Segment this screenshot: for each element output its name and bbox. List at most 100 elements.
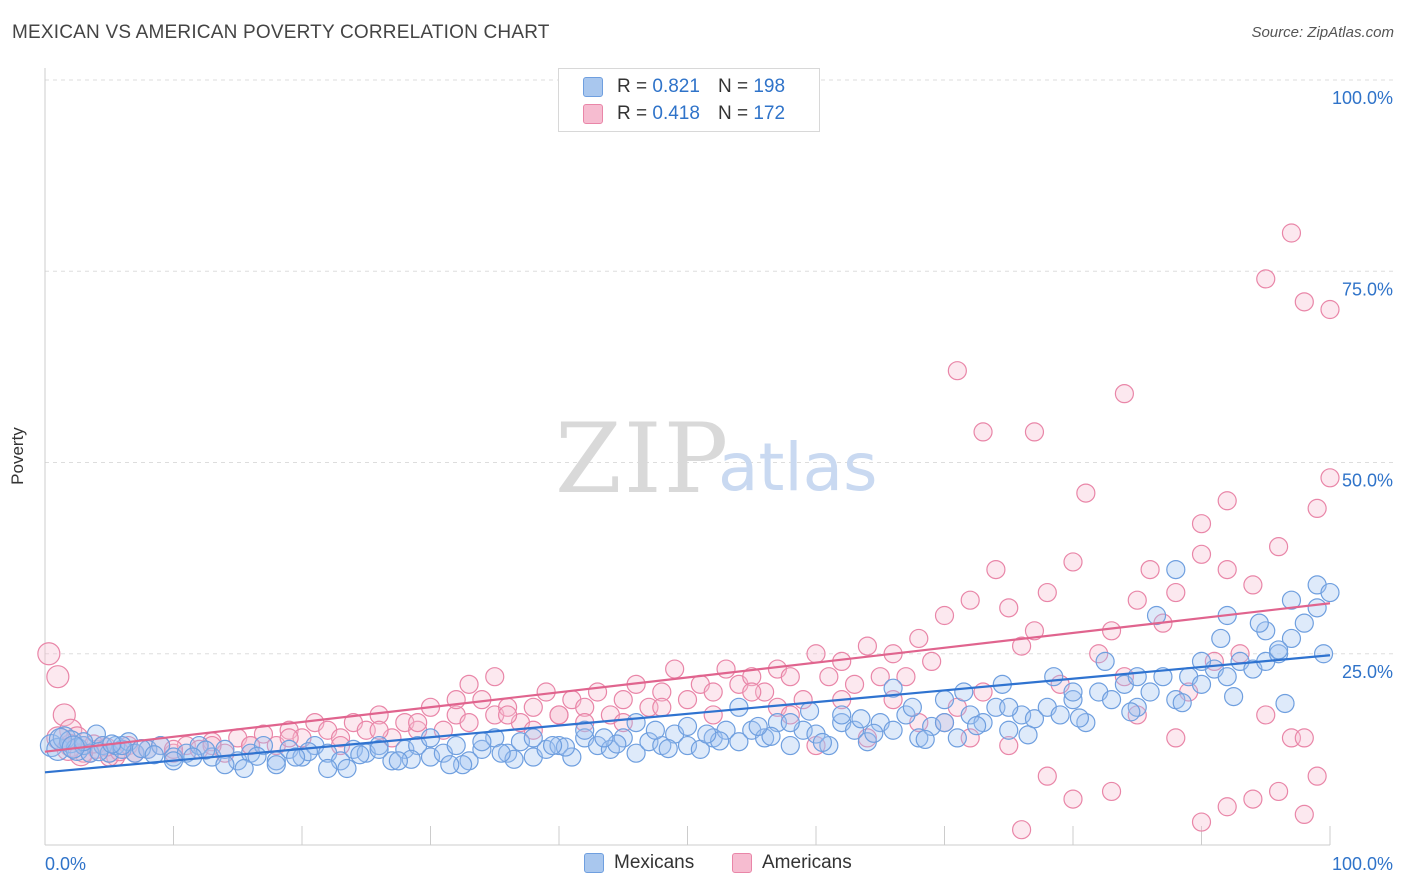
point-mexicans <box>1050 705 1070 725</box>
point-americans <box>369 720 389 740</box>
point-mexicans <box>1224 686 1244 707</box>
x-tick-label: 0.0% <box>45 854 86 874</box>
point-americans <box>523 720 543 740</box>
point-americans <box>1320 299 1340 320</box>
legend-n-value: 172 <box>753 103 786 124</box>
point-mexicans <box>1063 690 1083 710</box>
legend-n-label: N = <box>717 103 749 124</box>
legend-r-label: R = <box>617 103 648 124</box>
point-americans <box>1024 422 1045 442</box>
point-mexicans <box>1320 582 1340 603</box>
point-americans <box>1166 582 1186 603</box>
point-mexicans <box>266 755 286 775</box>
point-americans <box>1281 223 1302 243</box>
watermark: ZIP atlas <box>555 403 878 515</box>
point-americans <box>806 644 826 664</box>
point-mexicans <box>626 712 646 733</box>
point-mexicans <box>1294 613 1314 633</box>
point-mexicans <box>967 716 987 736</box>
point-mexicans <box>896 705 916 725</box>
point-americans <box>1217 797 1237 817</box>
point-mexicans <box>1018 725 1038 745</box>
point-mexicans <box>812 732 833 753</box>
bottom-legend-americans: Americans <box>732 852 852 874</box>
point-mexicans <box>1191 674 1212 694</box>
point-mexicans <box>844 720 865 740</box>
point-mexicans <box>954 682 974 702</box>
point-americans <box>934 605 955 626</box>
watermark-zip: ZIP <box>555 403 730 515</box>
chart-title: MEXICAN VS AMERICAN POVERTY CORRELATION … <box>12 22 550 43</box>
point-americans <box>253 724 274 744</box>
y-axis-label: Poverty <box>8 427 27 485</box>
point-americans <box>1191 544 1212 564</box>
point-americans <box>1191 812 1212 832</box>
point-americans <box>1024 621 1045 641</box>
legend-swatch-mexicans <box>583 77 603 97</box>
y-tick-label: 50.0% <box>1342 471 1393 491</box>
point-americans <box>1256 269 1276 289</box>
gridlines <box>45 79 1395 655</box>
point-mexicans <box>1044 667 1064 687</box>
trend-lines <box>44 602 1331 774</box>
x-tick-label: 100.0% <box>1332 854 1393 874</box>
point-americans <box>986 559 1006 580</box>
point-mexicans <box>1211 628 1231 649</box>
point-mexicans <box>253 735 274 756</box>
point-mexicans <box>575 720 595 740</box>
point-americans <box>1063 552 1083 572</box>
point-americans <box>1268 781 1289 802</box>
point-americans <box>1307 766 1327 786</box>
point-mexicans <box>1140 682 1160 702</box>
point-mexicans <box>645 720 665 740</box>
point-mexicans <box>112 735 132 756</box>
y-tick-label: 100.0% <box>1332 88 1393 108</box>
point-mexicans <box>909 728 929 748</box>
point-americans <box>408 712 428 733</box>
point-americans <box>523 697 543 717</box>
watermark-atlas: atlas <box>718 429 878 506</box>
point-americans <box>46 665 70 689</box>
point-mexicans <box>934 690 955 710</box>
point-americans <box>844 674 865 694</box>
point-mexicans <box>1121 702 1141 722</box>
point-mexicans <box>677 716 698 737</box>
point-mexicans <box>420 747 441 767</box>
point-mexicans <box>748 716 768 737</box>
point-americans <box>1268 537 1289 557</box>
point-mexicans <box>1307 598 1327 618</box>
point-americans <box>1089 644 1109 664</box>
point-mexicans <box>716 720 736 740</box>
point-mexicans <box>915 729 935 750</box>
point-americans <box>780 667 800 687</box>
point-americans <box>1114 384 1135 404</box>
point-americans <box>716 659 736 679</box>
point-americans <box>485 667 505 687</box>
point-mexicans <box>999 720 1019 740</box>
legend-n-value: 198 <box>753 76 786 97</box>
point-mexicans <box>780 735 800 756</box>
point-mexicans <box>337 758 357 779</box>
point-americans <box>1256 705 1276 725</box>
point-mexicans <box>446 735 466 756</box>
point-mexicans <box>369 739 389 759</box>
point-mexicans <box>639 732 659 752</box>
point-americans <box>999 735 1019 756</box>
chart-source: Source: ZipAtlas.com <box>1251 24 1394 41</box>
point-mexicans <box>1095 651 1115 672</box>
point-americans <box>973 422 993 442</box>
point-americans <box>1037 582 1057 603</box>
point-americans <box>37 642 61 666</box>
point-mexicans <box>1281 590 1302 610</box>
point-mexicans <box>754 728 775 748</box>
point-americans <box>279 728 299 748</box>
legend-row-mexicans: R = 0.821 N = 198 <box>583 75 785 99</box>
point-mexicans <box>215 739 235 759</box>
point-mexicans <box>542 735 563 756</box>
y-tick-label: 25.0% <box>1342 662 1393 682</box>
point-americans <box>1011 820 1032 840</box>
point-americans <box>549 705 569 725</box>
point-mexicans <box>523 728 543 748</box>
point-mexicans <box>285 747 306 767</box>
